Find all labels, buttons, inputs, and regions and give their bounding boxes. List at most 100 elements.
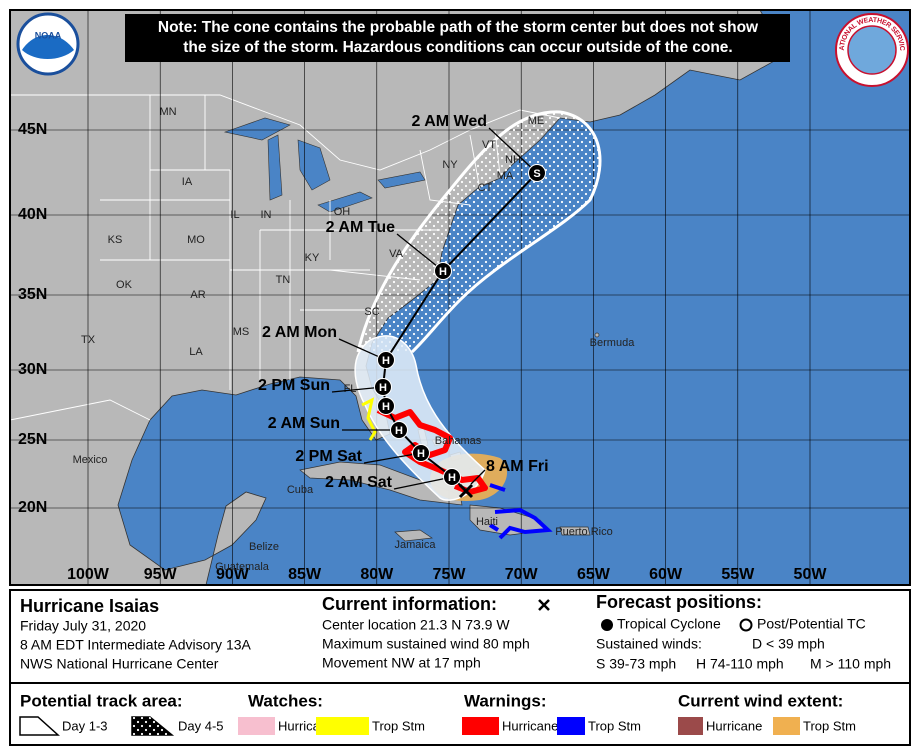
leader-line: [363, 452, 422, 464]
forecast-label: 2 AM Tue: [326, 219, 395, 236]
forecast-marker: [377, 351, 395, 369]
place-label: VA: [389, 248, 404, 260]
forecast-symbol: H: [439, 266, 447, 278]
wind-class: S 39-73 mph: [596, 656, 676, 672]
place-label: TX: [81, 334, 96, 346]
lat-label: 30N: [18, 361, 47, 378]
legend-item: Hurricane: [502, 718, 558, 733]
post-icon: [739, 618, 753, 632]
place-label: MN: [159, 106, 176, 118]
current-x-icon: [538, 599, 550, 611]
lat-label: 20N: [18, 499, 47, 516]
note-box: [125, 14, 790, 62]
current-line: Movement NW at 17 mph: [322, 655, 481, 671]
lon-label: 75W: [433, 566, 467, 583]
place-label: KY: [305, 252, 320, 264]
warning-trop-stm: [488, 483, 553, 540]
day-1-3-icon: [19, 716, 60, 736]
lat-label: 45N: [18, 121, 47, 138]
place-label: VT: [482, 139, 496, 151]
place-label: IA: [182, 176, 193, 188]
tropical-icon: [601, 619, 613, 631]
legend-title: Watches:: [248, 691, 323, 710]
lon-label: 85W: [288, 566, 322, 583]
swatch-watch-hurricane: [238, 717, 275, 735]
forecast-symbol: S: [533, 168, 540, 180]
forecast-label: 2 AM Wed: [411, 113, 487, 130]
lon-label: 65W: [577, 566, 611, 583]
winds-title: Sustained winds:: [596, 636, 702, 652]
wind-class: H 74-110 mph: [696, 656, 784, 672]
lon-label: 55W: [721, 566, 755, 583]
forecast-marker: [528, 164, 546, 182]
map: [10, 10, 910, 585]
place-label: Belize: [249, 541, 279, 553]
place-label: Haiti: [476, 516, 498, 528]
cone-day-1-3: [354, 335, 486, 501]
legend-item: Day 4-5: [178, 718, 224, 733]
forecast-marker: [390, 421, 408, 439]
forecast-item: Tropical Cyclone: [617, 616, 721, 632]
wind-class: D < 39 mph: [752, 636, 825, 652]
place-label: Cuba: [287, 484, 314, 496]
legend-item: Day 1-3: [62, 718, 108, 733]
advisory: 8 AM EDT Intermediate Advisory 13A: [20, 637, 252, 653]
noaa-logo: NOAA: [16, 12, 80, 76]
forecast-label: 2 AM Sun: [268, 415, 340, 432]
place-label: MS: [233, 326, 250, 338]
place-label: FL: [344, 383, 357, 395]
legend-title: Warnings:: [464, 691, 546, 710]
place-label: OH: [334, 206, 351, 218]
forecast-item: Post/Potential TC: [757, 616, 866, 632]
place-label: KS: [108, 234, 123, 246]
place-label: Jamaica: [395, 539, 437, 551]
leader-line: [488, 127, 538, 174]
borders: [10, 94, 561, 421]
forecast-title: Forecast positions:: [596, 592, 762, 612]
panel-frame: [9, 589, 911, 746]
forecast-marker: [443, 468, 461, 486]
watch-trop-stm: [361, 397, 377, 441]
forecast-label: 2 PM Sun: [258, 377, 330, 394]
current-line: Center location 21.3 N 73.9 W: [322, 617, 510, 633]
leader-line: [393, 476, 453, 490]
lon-label: 90W: [216, 566, 250, 583]
forecast-symbol: H: [382, 401, 390, 413]
warning-hurricane: [376, 407, 488, 495]
forecast-symbol: H: [395, 425, 403, 437]
place-label: IN: [261, 209, 272, 221]
legend-item: Trop Stm: [803, 718, 856, 733]
lon-label: 100W: [67, 566, 110, 583]
lon-label: 80W: [360, 566, 394, 583]
place-label: MO: [187, 234, 205, 246]
current-position: [458, 483, 474, 499]
swatch-wind-hurricane: [678, 717, 703, 735]
lat-label: 35N: [18, 286, 47, 303]
lon-label: 50W: [794, 566, 828, 583]
center: NWS National Hurricane Center: [20, 656, 219, 672]
place-label: LA: [189, 346, 203, 358]
forecast-marker: [412, 444, 430, 462]
place-label: AR: [190, 289, 205, 301]
place-label: TN: [276, 274, 291, 286]
legend-item: Trop Stm: [588, 718, 641, 733]
forecast-label: 2 AM Mon: [262, 324, 337, 341]
leader-line: [396, 233, 444, 272]
place-label: MA: [497, 170, 514, 182]
forecast-symbol: H: [448, 472, 456, 484]
forecast-symbol: H: [417, 448, 425, 460]
current-title: Current information:: [322, 594, 497, 614]
note-line: Note: The cone contains the probable pat…: [158, 19, 759, 36]
forecast-symbol: H: [379, 382, 387, 394]
forecast-label: 2 PM Sat: [295, 448, 362, 465]
legend-title: Potential track area:: [20, 691, 183, 710]
forecast-symbol: H: [382, 355, 390, 367]
forecast-label: 2 AM Sat: [325, 474, 393, 491]
place-label: Mexico: [73, 454, 108, 466]
place-label: Puerto Rico: [555, 526, 612, 538]
place-label: NH: [505, 154, 521, 166]
logo-text: NOAA: [35, 30, 62, 40]
wind-class: M > 110 mph: [810, 656, 891, 672]
lon-label: 95W: [144, 566, 178, 583]
